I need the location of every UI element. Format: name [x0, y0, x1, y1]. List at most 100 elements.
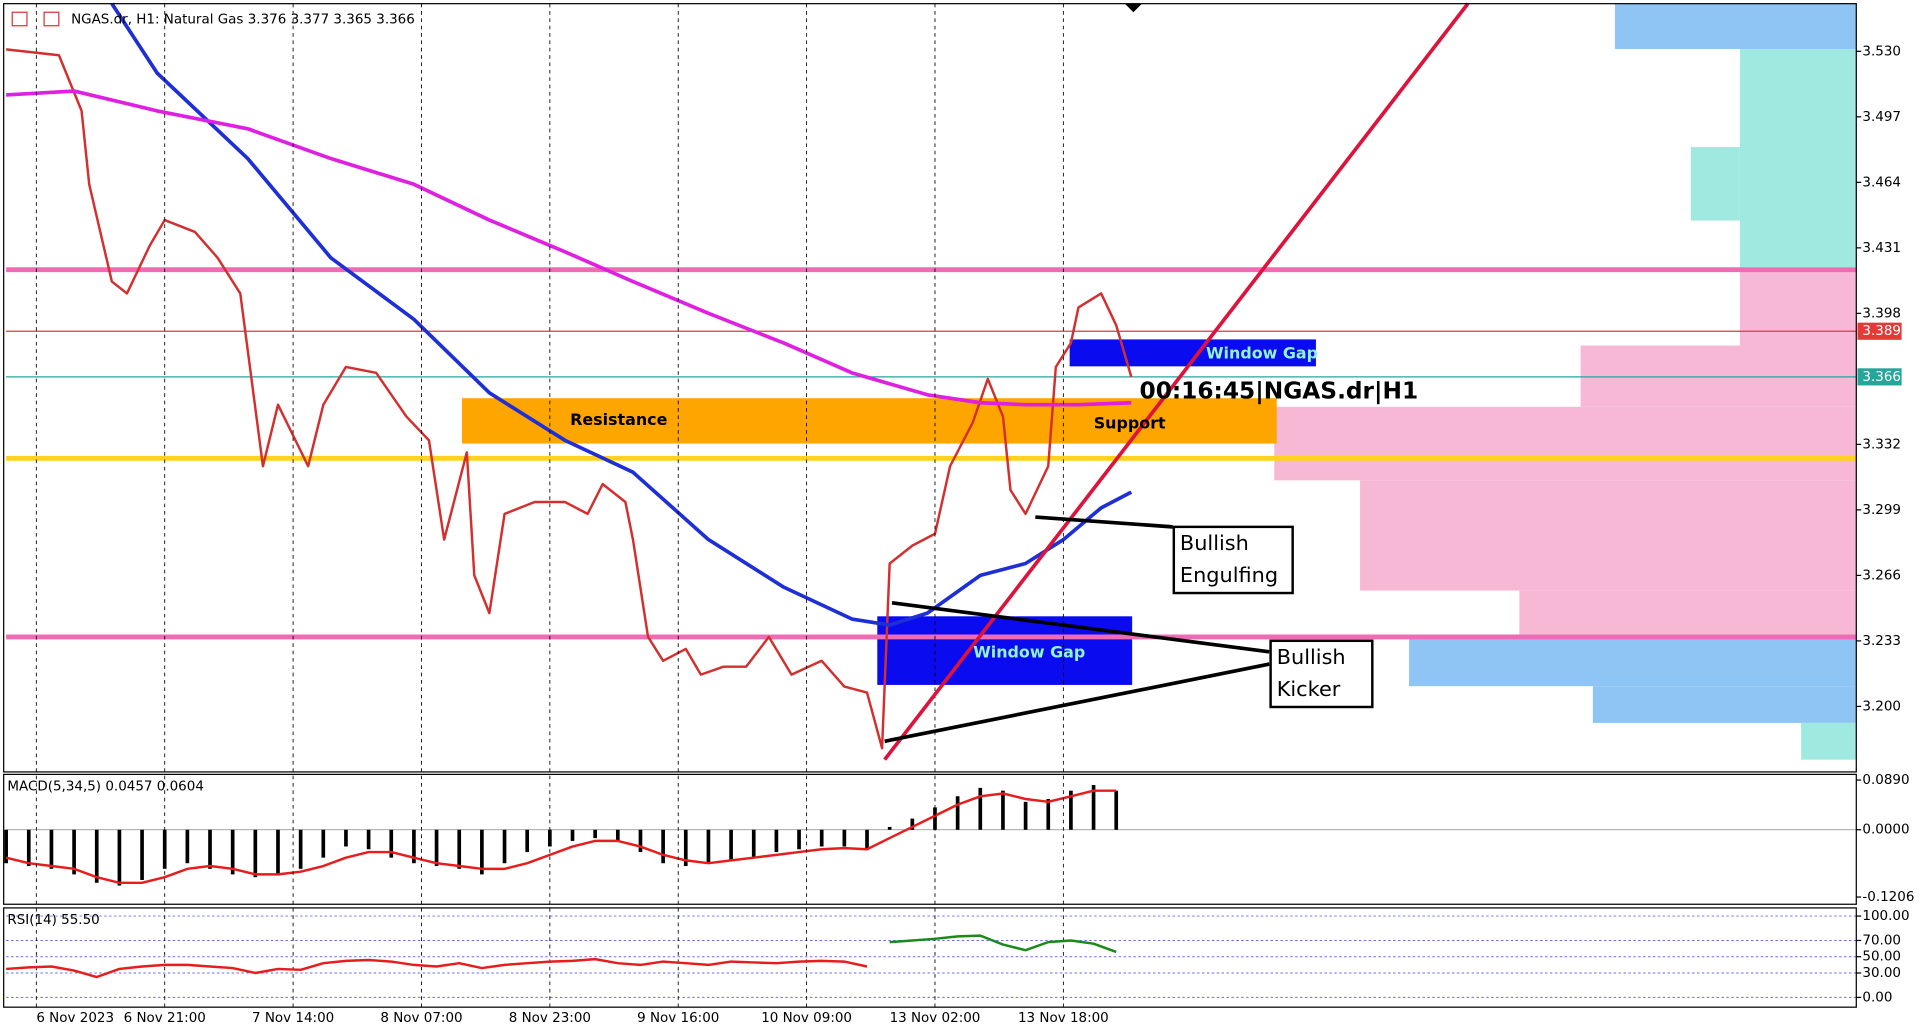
y-tick-label: 3.200: [1862, 698, 1901, 714]
y-tick-label: 3.530: [1862, 43, 1901, 59]
annotation: Window Gap: [973, 643, 1085, 662]
histogram-bar: [955, 796, 960, 830]
histogram-bar: [1091, 785, 1096, 830]
histogram-bar: [94, 829, 99, 883]
histogram-bar: [1069, 790, 1073, 830]
indicator-title: MACD(5,34,5) 0.0457 0.0604: [7, 779, 204, 795]
y-tick-label: 3.431: [1862, 240, 1901, 256]
histogram-bar: [729, 829, 733, 861]
y-tick-label: 3.464: [1862, 174, 1901, 190]
profile-block: [1801, 722, 1857, 760]
histogram-bar: [4, 829, 8, 864]
indicator-title: RSI(14) 55.50: [7, 912, 99, 928]
histogram-bar: [502, 829, 507, 864]
histogram-bar: [230, 829, 235, 875]
histogram-bar: [661, 829, 665, 864]
histogram-bar: [321, 829, 326, 858]
zone: [461, 398, 1277, 444]
histogram-bar: [1114, 790, 1119, 830]
histogram-bar: [480, 829, 484, 875]
series-line: [5, 789, 1117, 885]
histogram-bar: [751, 829, 756, 858]
price-label: 3.366: [1862, 369, 1901, 385]
histogram-bar: [638, 829, 643, 853]
x-tick-label: 8 Nov 07:00: [380, 1010, 462, 1026]
histogram-bar: [140, 829, 144, 880]
profile-block: [1592, 686, 1857, 723]
series-line: [889, 934, 1117, 954]
histogram-bar: [49, 829, 54, 869]
histogram-bar: [593, 829, 597, 839]
histogram-bar: [253, 829, 258, 878]
pointer-line: [1035, 515, 1173, 529]
histogram-bar: [72, 829, 76, 875]
histogram-bar: [797, 829, 801, 850]
y-tick-label: 0.0000: [1862, 822, 1909, 838]
histogram-bar: [933, 807, 937, 830]
histogram-bar: [774, 829, 779, 853]
histogram-bar: [457, 829, 462, 869]
profile-block: [1739, 49, 1857, 268]
series-line: [110, 2, 1133, 627]
histogram-bar: [208, 829, 212, 869]
histogram-bar: [366, 829, 371, 850]
annotation: Resistance: [570, 410, 668, 429]
annotation-box: Bullish Engulfing: [1172, 525, 1294, 595]
histogram-bar: [570, 829, 575, 841]
plot-layer: 3.530 3.497 3.464 3.431 3.398 3.332 3.299 3.266…: [4, 2, 1914, 1026]
pointer-line: [891, 601, 1270, 654]
histogram-bar: [842, 829, 847, 847]
y-tick-label: 3.233: [1862, 633, 1901, 649]
y-tick-label: 30.00: [1862, 965, 1901, 981]
marker: [1124, 3, 1142, 13]
profile-block: [1580, 345, 1857, 407]
series-line: [6, 89, 1132, 407]
annotation: Window Gap: [1206, 344, 1318, 363]
histogram-bar: [1046, 799, 1051, 830]
x-tick-label: 7 Nov 14:00: [252, 1010, 334, 1026]
y-tick-label: 3.266: [1862, 567, 1901, 583]
histogram-bar: [344, 829, 348, 847]
profile-block: [1739, 272, 1857, 346]
annotation-box: Bullish Kicker: [1269, 639, 1374, 709]
histogram-bar: [185, 829, 190, 864]
pointer-line: [884, 662, 1270, 744]
volume-profile: [1274, 3, 1857, 760]
histogram-bar: [26, 829, 31, 867]
histogram-bar: [412, 829, 416, 864]
price-label-box: [1857, 322, 1902, 340]
price-label: 3.389: [1862, 323, 1901, 339]
histogram-bar: [1001, 790, 1005, 830]
series-line: [5, 48, 1133, 750]
histogram-bar: [117, 829, 122, 886]
y-tick-label: 0.00: [1862, 989, 1892, 1005]
y-tick-label: 100.00: [1862, 908, 1909, 924]
annotation: Support: [1094, 413, 1166, 432]
x-tick-label: 13 Nov 18:00: [1018, 1010, 1109, 1026]
histogram-bar: [819, 829, 824, 847]
histogram-bar: [978, 787, 983, 830]
profile-block: [1690, 147, 1740, 221]
x-tick-label: 8 Nov 23:00: [509, 1010, 591, 1026]
y-tick-label: 70.00: [1862, 932, 1901, 948]
x-tick-label: 13 Nov 02:00: [890, 1010, 981, 1026]
y-tick-label: -0.1206: [1862, 889, 1914, 905]
panel-frame: [3, 907, 1857, 1008]
histogram-bar: [706, 829, 711, 864]
y-tick-label: 0.0890: [1862, 772, 1909, 788]
series-line: [6, 957, 868, 979]
profile-block: [1519, 590, 1857, 635]
icon: [11, 11, 28, 27]
trend-line: [883, 2, 1470, 761]
panel-frame: [3, 3, 1857, 773]
x-tick-label: 6 Nov 2023: [36, 1010, 114, 1026]
chart-title: NGAS.dr, H1: Natural Gas 3.376 3.377 3.3…: [71, 12, 415, 28]
x-tick-label: 10 Nov 09:00: [761, 1010, 852, 1026]
countdown: 00:16:45|NGAS.dr|H1: [1140, 378, 1419, 405]
panel-frame: [3, 773, 1857, 905]
histogram-bar: [525, 829, 530, 853]
histogram-bar: [683, 829, 688, 867]
histogram-bar: [615, 829, 620, 841]
